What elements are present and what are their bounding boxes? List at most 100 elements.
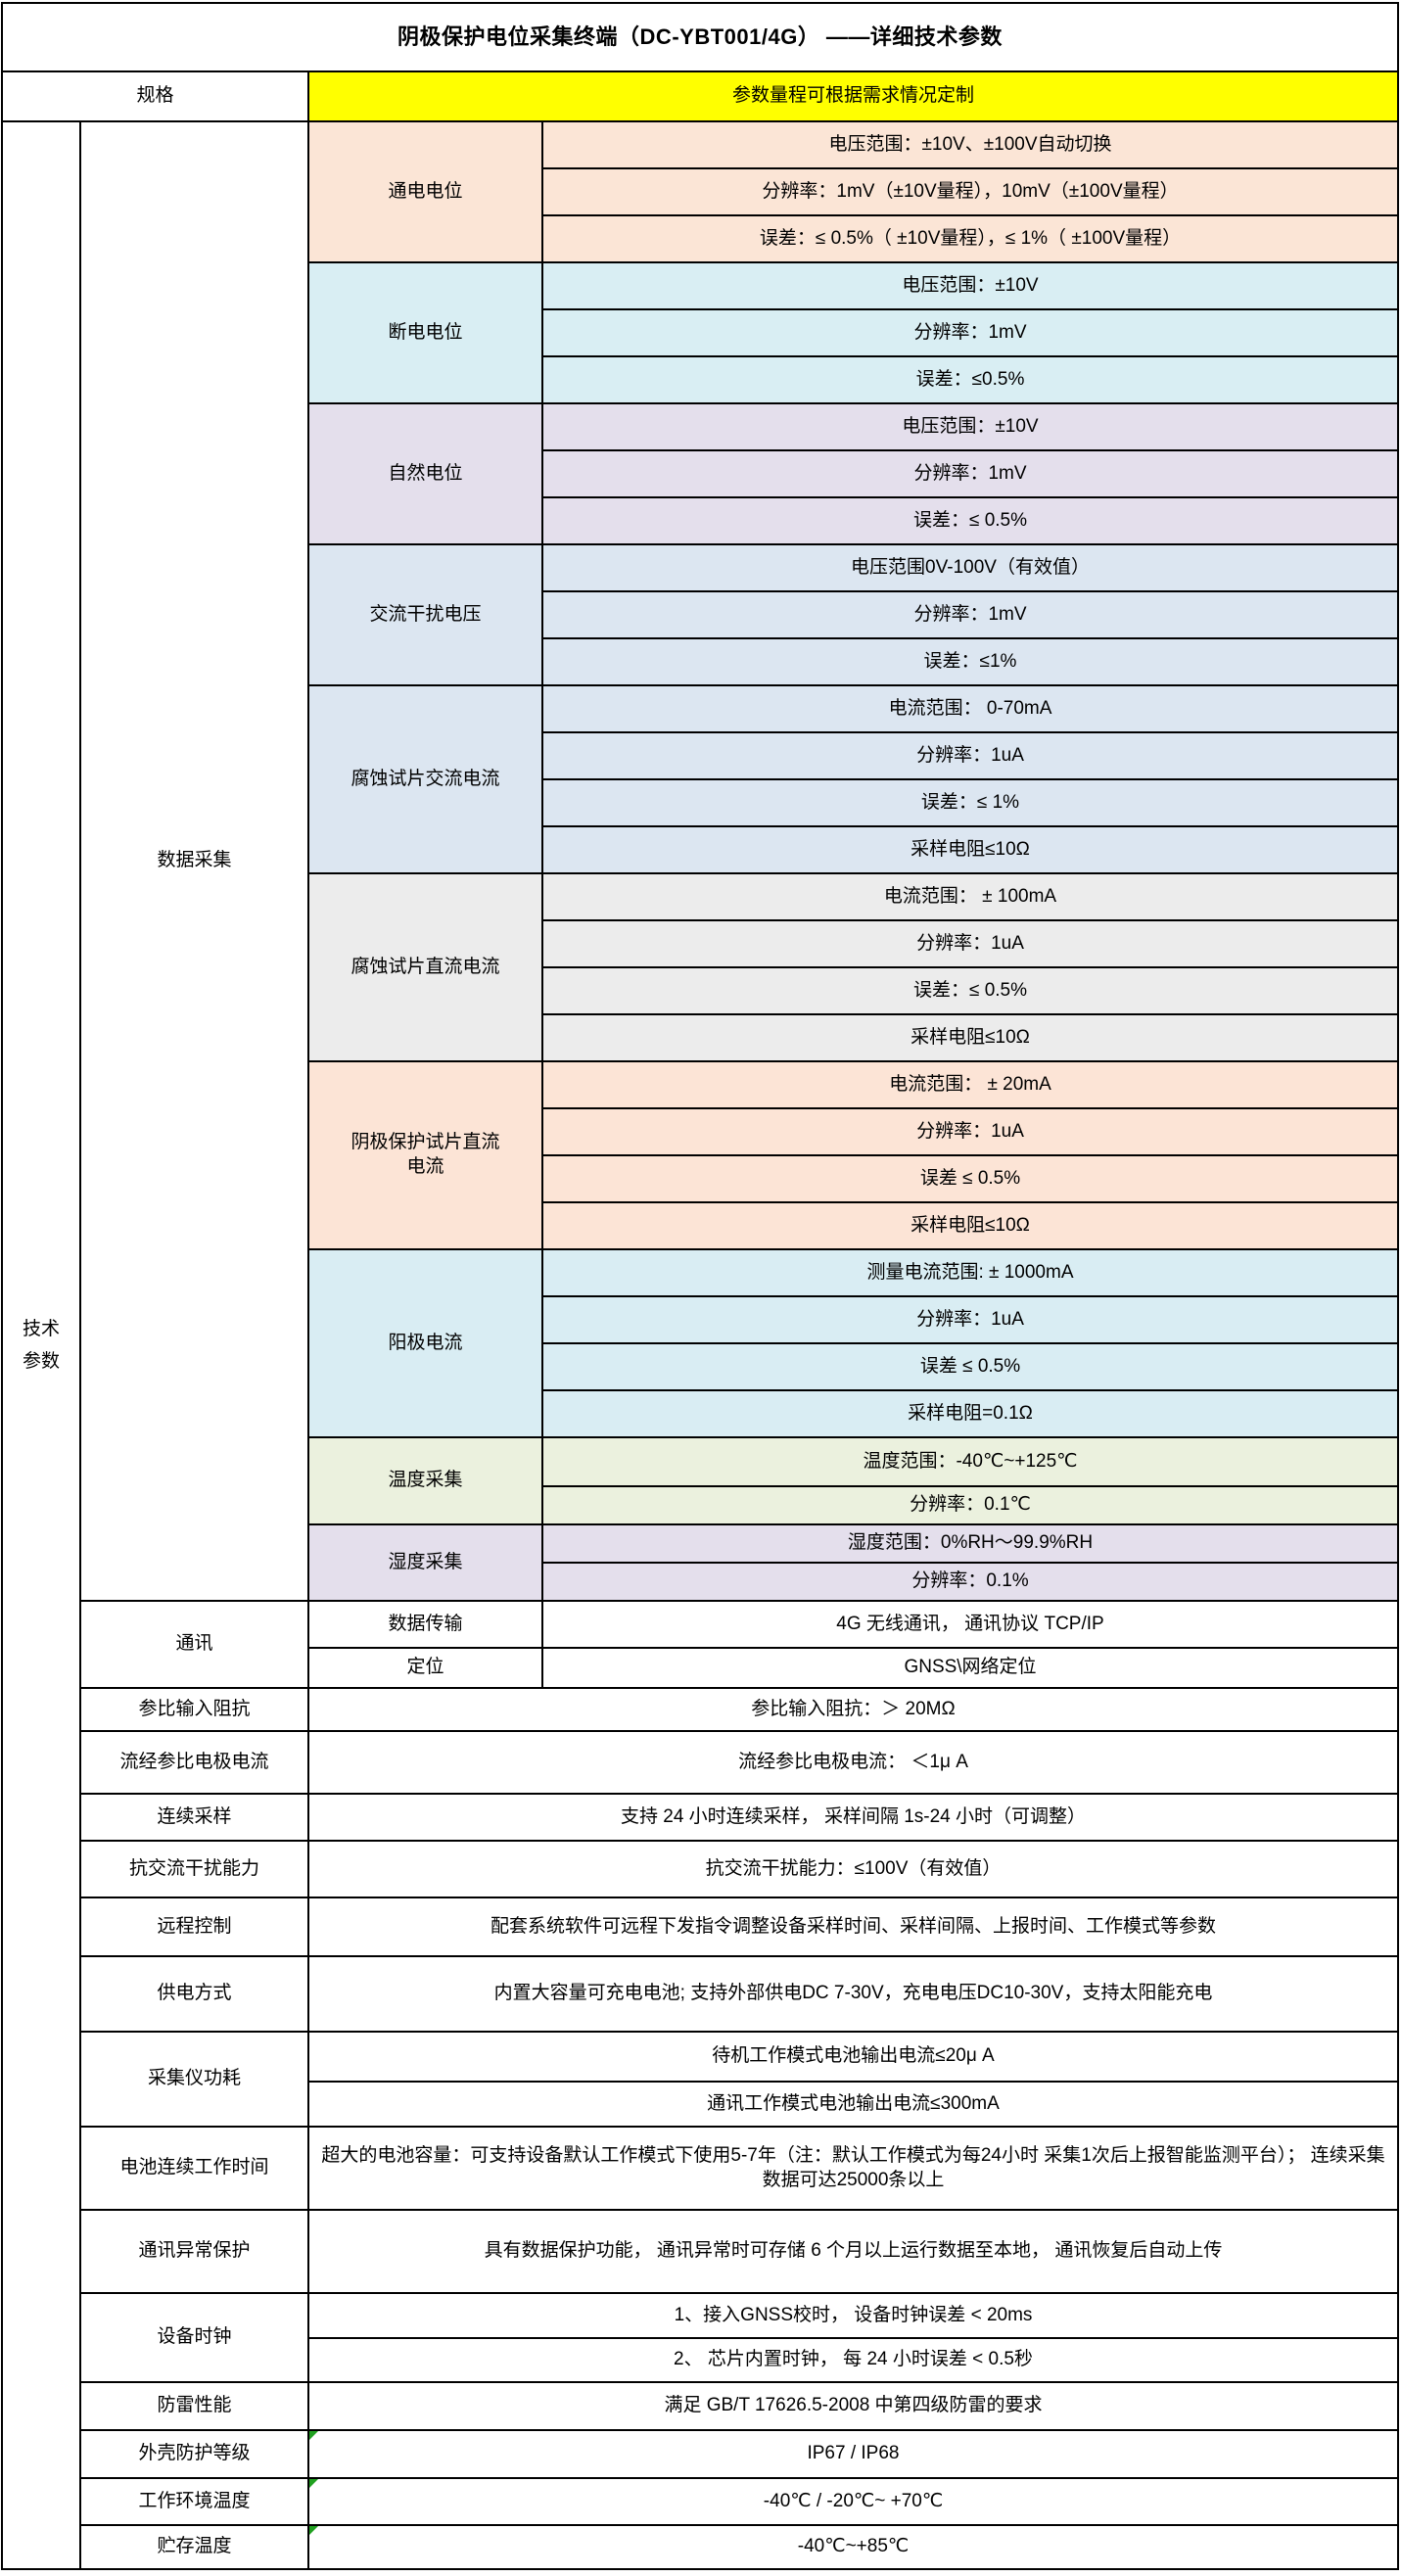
table-row: 采样电阻≤10Ω <box>2 825 1399 874</box>
table-row: 设备时钟 1、接入GNSS校时， 设备时钟误差 < 20ms <box>2 2292 1399 2383</box>
group-name-cell: 湿度采集 <box>307 1523 543 1602</box>
table-row: 分辨率：1mV（±10V量程），10mV（±100V量程） <box>2 167 1399 216</box>
table-row: 分辨率：1mV <box>2 308 1399 357</box>
table-row: 贮存温度 -40℃~+85℃ <box>2 2524 1399 2570</box>
param-value-cell: -40℃ / -20℃~ +70℃ <box>307 2477 1399 2526</box>
param-value-cell: 配套系统软件可远程下发指令调整设备采样时间、采样间隔、上报时间、工作模式等参数 <box>307 1897 1399 1957</box>
table-row: 误差：≤0.5% <box>2 355 1399 404</box>
corner-marker-icon <box>310 2432 318 2440</box>
table-row: 误差：≤ 0.5% <box>2 966 1399 1015</box>
table-row: 流经参比电极电流 流经参比电极电流： ＜1μ A <box>2 1730 1399 1795</box>
table-row: 误差 ≤ 0.5% <box>2 1154 1399 1203</box>
group-value-cell: 电压范围：±10V <box>541 261 1399 310</box>
param-value-cell: 超大的电池容量：可支持设备默认工作模式下使用5-7年（注：默认工作模式为每24小… <box>307 2126 1399 2211</box>
param-label-cell: 连续采样 <box>79 1793 309 1842</box>
table-row: 分辨率：1uA <box>2 1295 1399 1344</box>
table-row: 采集仪功耗 待机工作模式电池输出电流≤20μ A <box>2 2031 1399 2128</box>
table-row: 腐蚀试片直流电流 电流范围： ± 100mA <box>2 872 1399 1062</box>
param-value-cell: 待机工作模式电池输出电流≤20μ A <box>307 2031 1399 2083</box>
table-row: 电池连续工作时间 超大的电池容量：可支持设备默认工作模式下使用5-7年（注：默认工… <box>2 2126 1399 2211</box>
table-row: 湿度采集 湿度范围：0%RH～99.9%RH <box>2 1523 1399 1602</box>
param-value-cell: -40℃~+85℃ <box>307 2524 1399 2570</box>
param-label-cell: 参比输入阻抗 <box>79 1687 309 1732</box>
tech-params-header-line: 参数 <box>22 1351 60 1372</box>
param-value-cell: 1、接入GNSS校时， 设备时钟误差 < 20ms <box>307 2292 1399 2339</box>
group-value-cell: 误差：≤0.5% <box>541 355 1399 404</box>
table-row: 通讯工作模式电池输出电流≤300mA <box>2 2081 1399 2128</box>
group-value-cell: 误差：≤ 0.5% <box>541 966 1399 1015</box>
table-row: 温度采集 温度范围：-40℃~+125℃ <box>2 1436 1399 1525</box>
group-value-cell: 分辨率：1uA <box>541 731 1399 780</box>
param-value-cell: 抗交流干扰能力：≤100V（有效值） <box>307 1840 1399 1898</box>
table-row: 通讯 数据传输 4G 无线通讯， 通讯协议 TCP/IP <box>2 1600 1399 1689</box>
table-row: 远程控制 配套系统软件可远程下发指令调整设备采样时间、采样间隔、上报时间、工作模式… <box>2 1897 1399 1957</box>
group-value-cell: 误差：≤ 1% <box>541 778 1399 827</box>
group-value-cell: 分辨率：1mV（±10V量程），10mV（±100V量程） <box>541 167 1399 216</box>
param-label-cell: 流经参比电极电流 <box>79 1730 309 1795</box>
param-label-cell: 贮存温度 <box>79 2524 309 2570</box>
param-value-cell: 具有数据保护功能， 通讯异常时可存储 6 个月以上运行数据至本地， 通讯恢复后自… <box>307 2209 1399 2294</box>
param-value-cell: 支持 24 小时连续采样， 采样间隔 1s-24 小时（可调整） <box>307 1793 1399 1842</box>
group-name-cell: 通电电位 <box>307 120 543 263</box>
table-row: 抗交流干扰能力 抗交流干扰能力：≤100V（有效值） <box>2 1840 1399 1898</box>
group-value-cell: 电压范围：±10V <box>541 402 1399 451</box>
group-value-cell: 分辨率：0.1% <box>541 1562 1399 1602</box>
table-row: 误差：≤ 1% <box>2 778 1399 827</box>
group-name-cell: 断电电位 <box>307 261 543 404</box>
group-value-cell: 误差：≤ 0.5% <box>541 496 1399 545</box>
corner-marker-icon <box>310 2527 318 2535</box>
table-row: 连续采样 支持 24 小时连续采样， 采样间隔 1s-24 小时（可调整） <box>2 1793 1399 1842</box>
table-row: 分辨率：1uA <box>2 919 1399 968</box>
group-value-cell: 湿度范围：0%RH～99.9%RH <box>541 1523 1399 1564</box>
table-row: 分辨率：1mV <box>2 449 1399 498</box>
comm-name-cell: 定位 <box>307 1647 543 1689</box>
comm-name-cell: 数据传输 <box>307 1600 543 1649</box>
table-row: 腐蚀试片交流电流 电流范围： 0-70mA <box>2 684 1399 874</box>
group-value-cell: 测量电流范围: ± 1000mA <box>541 1248 1399 1297</box>
table-row: 阳极电流 测量电流范围: ± 1000mA <box>2 1248 1399 1438</box>
table-row: 采样电阻≤10Ω <box>2 1201 1399 1250</box>
table-row: 阴极保护试片直流 电流 电流范围： ± 20mA <box>2 1060 1399 1250</box>
table-row: 分辨率：0.1℃ <box>2 1485 1399 1525</box>
table-row: 2、 芯片内置时钟， 每 24 小时误差 < 0.5秒 <box>2 2337 1399 2383</box>
table-row: 误差：≤ 0.5% <box>2 496 1399 545</box>
param-label-cell: 通讯异常保护 <box>79 2209 309 2294</box>
param-label-cell: 防雷性能 <box>79 2381 309 2431</box>
comm-value-cell: GNSS\网络定位 <box>541 1647 1399 1689</box>
table-row: 规格 参数量程可根据需求情况定制 <box>1 70 1399 122</box>
table-row: 自然电位 电压范围：±10V <box>2 402 1399 545</box>
group-value-cell: 分辨率：1uA <box>541 919 1399 968</box>
param-value-cell: 2、 芯片内置时钟， 每 24 小时误差 < 0.5秒 <box>307 2337 1399 2383</box>
table-row: 工作环境温度 -40℃ / -20℃~ +70℃ <box>2 2477 1399 2526</box>
table-row: 误差：≤1% <box>2 637 1399 686</box>
group-value-cell: 电流范围： 0-70mA <box>541 684 1399 733</box>
page-title: 阴极保护电位采集终端（DC-YBT001/4G） ——详细技术参数 <box>1 2 1399 72</box>
group-value-cell: 采样电阻≤10Ω <box>541 1013 1399 1062</box>
param-value-cell: IP67 / IP68 <box>307 2429 1399 2479</box>
comm-header-cell: 通讯 <box>79 1600 309 1689</box>
tech-params-header-cell: 技术 参数 <box>1 120 81 2570</box>
corner-marker-icon <box>310 2480 318 2488</box>
param-value-cell: 通讯工作模式电池输出电流≤300mA <box>307 2081 1399 2128</box>
table-row: 采样电阻=0.1Ω <box>2 1389 1399 1438</box>
table-row: 参比输入阻抗 参比输入阻抗：＞ 20MΩ <box>2 1687 1399 1732</box>
group-name-cell: 阳极电流 <box>307 1248 543 1438</box>
data-collection-header-cell: 数据采集 <box>79 120 309 1602</box>
param-label-cell: 工作环境温度 <box>79 2477 309 2526</box>
param-label-cell: 供电方式 <box>79 1955 309 2033</box>
group-value-cell: 分辨率：1mV <box>541 590 1399 639</box>
group-name-cell: 腐蚀试片直流电流 <box>307 872 543 1062</box>
comm-value-cell: 4G 无线通讯， 通讯协议 TCP/IP <box>541 1600 1399 1649</box>
param-label-cell: 抗交流干扰能力 <box>79 1840 309 1898</box>
group-name-cell: 交流干扰电压 <box>307 543 543 686</box>
table-row: 通讯异常保护 具有数据保护功能， 通讯异常时可存储 6 个月以上运行数据至本地， … <box>2 2209 1399 2294</box>
param-label-cell: 采集仪功耗 <box>79 2031 309 2128</box>
param-label-cell: 外壳防护等级 <box>79 2429 309 2479</box>
group-value-cell: 温度范围：-40℃~+125℃ <box>541 1436 1399 1487</box>
group-value-cell: 分辨率：1uA <box>541 1107 1399 1156</box>
group-name-cell: 阴极保护试片直流 电流 <box>307 1060 543 1250</box>
group-name-cell: 腐蚀试片交流电流 <box>307 684 543 874</box>
table-row: 阴极保护电位采集终端（DC-YBT001/4G） ——详细技术参数 <box>1 2 1399 72</box>
table-row: 定位 GNSS\网络定位 <box>2 1647 1399 1689</box>
